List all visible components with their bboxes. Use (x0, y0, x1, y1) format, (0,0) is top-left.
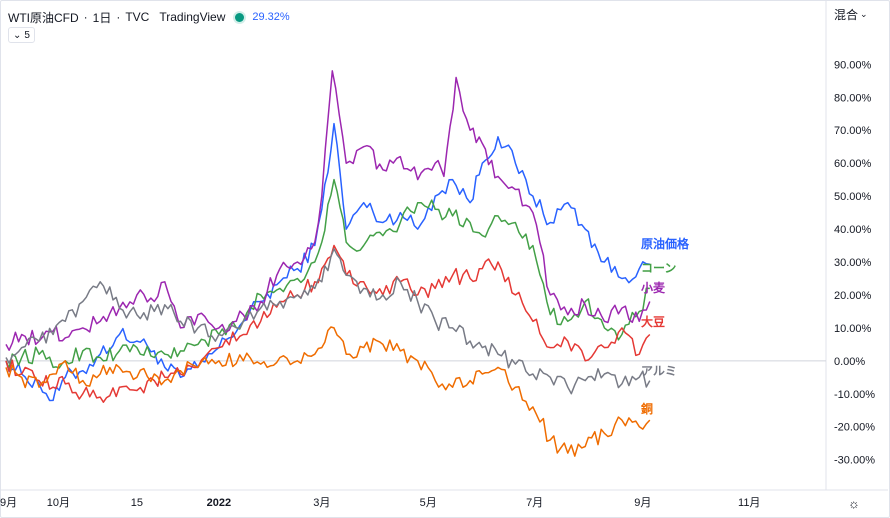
y-tick-label: 30.00% (834, 257, 872, 269)
x-tick-label: 10月 (47, 497, 70, 509)
y-tick-label: 10.00% (834, 323, 872, 335)
x-tick-label: 2022 (207, 497, 231, 509)
scale-mode-button[interactable]: 混合 ⌄ (834, 6, 868, 23)
y-tick-label: -30.00% (834, 455, 875, 467)
gear-icon[interactable]: ☼ (848, 496, 860, 511)
x-tick-label: 9月 (634, 497, 651, 509)
series-line-6[interactable] (5, 326, 651, 457)
y-tick-label: -20.00% (834, 422, 875, 434)
plot-area[interactable] (5, 70, 651, 457)
series-line-4[interactable] (5, 244, 651, 403)
platform-label: TradingView (159, 10, 226, 24)
collapse-indicators-button[interactable]: ⌄ 5 (8, 27, 35, 43)
y-tick-label: 90.00% (834, 59, 872, 71)
series-label-1: 原油価格 (641, 236, 690, 251)
series-label-6: 銅 (640, 401, 653, 416)
x-tick-label: 9月 (0, 497, 17, 509)
y-tick-label: -10.00% (834, 389, 875, 401)
change-percent: 29.32% (252, 11, 290, 23)
y-tick-label: 20.00% (834, 290, 872, 302)
y-tick-label: 70.00% (834, 125, 872, 137)
series-line-2[interactable] (5, 178, 650, 369)
y-tick-label: 0.00% (834, 356, 865, 368)
series-line-3[interactable] (5, 70, 651, 351)
source-label: TVC (125, 10, 150, 24)
series-line-1[interactable] (5, 122, 650, 402)
x-tick-label: 15 (131, 497, 143, 509)
series-label-3: 小麦 (641, 280, 666, 295)
interval-label[interactable]: 1日 (92, 10, 112, 25)
x-tick-label: 3月 (313, 497, 330, 509)
chart-header: WTI原油CFD · 1日 · TVC TradingView 29.32% (8, 8, 290, 26)
y-tick-label: 50.00% (834, 191, 872, 203)
symbol-name[interactable]: WTI原油CFD (8, 10, 79, 25)
y-tick-label: 60.00% (834, 158, 872, 170)
series-label-2: コーン (641, 261, 676, 275)
x-tick-label: 7月 (526, 497, 543, 509)
series-line-5[interactable] (5, 248, 651, 395)
indicator-count: 5 (24, 29, 30, 41)
x-tick-label: 5月 (420, 497, 437, 509)
header-separator: · (116, 10, 121, 24)
header-separator: · (83, 10, 88, 24)
y-tick-label: 80.00% (834, 92, 872, 104)
chevron-down-icon: ⌄ (860, 9, 868, 19)
scale-mode-label: 混合 (834, 8, 859, 22)
y-tick-label: 40.00% (834, 224, 872, 236)
series-label-5: アルミ (641, 364, 677, 378)
chevron-down-icon: ⌄ (13, 29, 22, 41)
series-label-4: 大豆 (641, 314, 665, 329)
x-tick-label: 11月 (738, 497, 760, 509)
status-dot-icon (235, 12, 245, 22)
